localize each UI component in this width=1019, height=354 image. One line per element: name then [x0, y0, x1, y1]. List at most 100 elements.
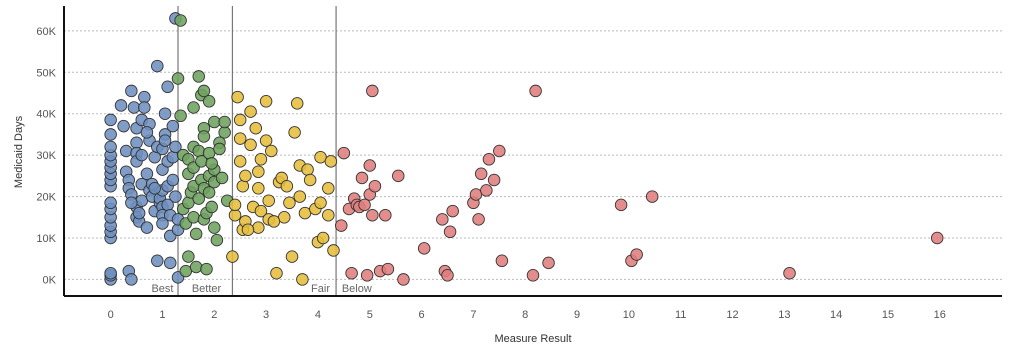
- data-point: [930, 231, 944, 245]
- data-point: [314, 196, 327, 210]
- data-point: [252, 221, 265, 234]
- data-point: [208, 115, 221, 129]
- data-point: [480, 184, 493, 197]
- data-point: [208, 221, 221, 234]
- x-tick-label: 2: [211, 309, 217, 321]
- y-axis-title: Medicaid Days: [13, 115, 25, 188]
- data-point: [132, 206, 146, 220]
- x-tick-label: 12: [726, 309, 738, 321]
- data-point: [436, 213, 449, 226]
- y-tick-label: 60K: [36, 26, 56, 38]
- data-point: [104, 113, 117, 127]
- data-point: [210, 233, 224, 247]
- data-point: [166, 173, 180, 187]
- data-points: [104, 12, 944, 286]
- data-point: [645, 190, 659, 203]
- data-point: [335, 219, 348, 232]
- data-point: [355, 171, 369, 185]
- data-point: [197, 84, 211, 98]
- data-point: [187, 211, 200, 224]
- data-point: [288, 126, 301, 139]
- x-tick-label: 0: [108, 309, 114, 321]
- data-point: [202, 95, 216, 108]
- data-point: [487, 173, 501, 187]
- band-label: Below: [342, 283, 372, 295]
- data-point: [254, 153, 268, 166]
- x-tick-label: 5: [367, 309, 373, 321]
- data-point: [298, 206, 312, 220]
- data-point: [151, 254, 164, 268]
- data-point: [254, 204, 268, 218]
- data-point: [135, 148, 148, 162]
- y-tick-label: 50K: [36, 67, 56, 79]
- data-point: [233, 155, 247, 168]
- data-point: [205, 157, 218, 170]
- data-point: [381, 262, 395, 276]
- data-point: [327, 244, 340, 257]
- data-point: [104, 266, 117, 280]
- data-point: [182, 196, 195, 210]
- band-label: Better: [192, 283, 222, 295]
- y-tick-labels: 0K 10K 20K 30K 40K 50K 60K: [36, 26, 56, 287]
- data-point: [290, 97, 304, 110]
- data-point: [337, 146, 351, 160]
- data-point: [493, 144, 506, 158]
- data-point: [392, 169, 405, 183]
- data-point: [187, 101, 200, 114]
- data-point: [169, 140, 182, 154]
- data-point: [324, 155, 338, 168]
- data-point: [130, 136, 143, 149]
- data-point: [135, 194, 148, 207]
- data-point: [236, 179, 250, 193]
- y-tick-label: 10K: [36, 233, 56, 245]
- data-point: [163, 256, 177, 270]
- data-point: [285, 250, 299, 263]
- data-point: [469, 188, 483, 201]
- data-point: [441, 269, 454, 282]
- y-tick-label: 30K: [36, 150, 56, 162]
- x-tick-label: 16: [934, 309, 946, 321]
- data-point: [148, 182, 161, 195]
- data-point: [314, 150, 327, 164]
- data-point: [125, 196, 138, 210]
- data-point: [363, 159, 377, 172]
- data-point: [140, 221, 154, 234]
- data-point: [783, 266, 796, 280]
- data-point: [104, 196, 117, 210]
- data-point: [127, 101, 141, 114]
- y-tick-label: 0K: [43, 274, 57, 286]
- x-tick-label: 15: [882, 309, 894, 321]
- data-point: [166, 150, 180, 164]
- data-point: [277, 211, 291, 224]
- data-point: [262, 194, 275, 207]
- data-point: [192, 144, 205, 158]
- data-point: [226, 250, 239, 263]
- data-point: [322, 208, 335, 222]
- data-point: [529, 84, 542, 98]
- x-tick-label: 13: [778, 309, 790, 321]
- data-point: [218, 126, 231, 139]
- data-point: [192, 70, 205, 83]
- data-point: [140, 126, 154, 139]
- data-point: [472, 213, 485, 226]
- data-point: [368, 179, 382, 193]
- data-point: [443, 225, 457, 239]
- data-point: [244, 138, 257, 152]
- data-point: [241, 223, 255, 236]
- data-point: [228, 198, 242, 212]
- data-point: [197, 130, 211, 143]
- data-point: [614, 198, 628, 212]
- data-point: [482, 153, 496, 166]
- x-tick-label: 7: [470, 309, 476, 321]
- data-point: [202, 186, 216, 199]
- data-point: [151, 59, 164, 73]
- data-point: [417, 242, 431, 255]
- data-point: [228, 208, 242, 222]
- data-point: [125, 273, 138, 286]
- data-point: [630, 248, 643, 261]
- data-point: [322, 182, 335, 195]
- data-point: [104, 140, 117, 154]
- data-point: [316, 231, 330, 245]
- data-point: [474, 167, 488, 181]
